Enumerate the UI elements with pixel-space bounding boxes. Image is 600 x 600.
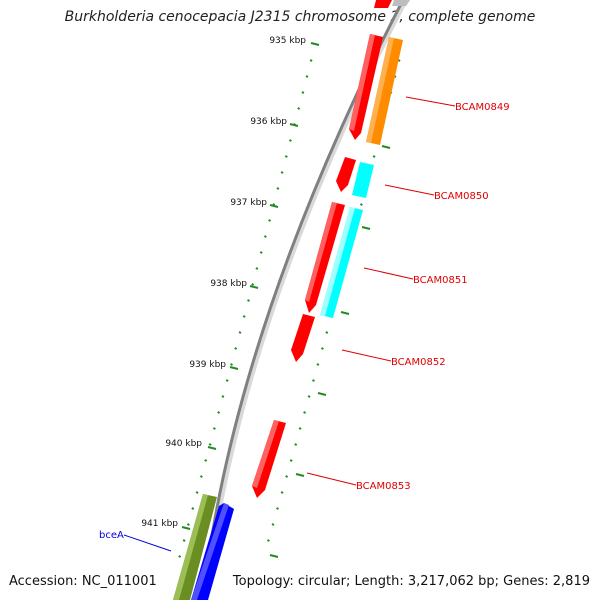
tick-dot <box>204 459 208 462</box>
tick-dot <box>186 523 190 526</box>
tick-dot <box>268 219 272 222</box>
tick-dot <box>178 555 182 558</box>
tick-dot <box>289 459 293 462</box>
tick-label: 940 kbp <box>165 439 202 449</box>
gene-label-bcam0853[interactable]: BCAM0853 <box>356 481 411 492</box>
cds-arrow[interactable] <box>252 420 286 498</box>
cds-arrow[interactable] <box>336 157 356 192</box>
tick-dot <box>303 411 307 414</box>
tick-dot <box>221 395 225 398</box>
cds-features <box>173 0 410 600</box>
tick-dot <box>307 395 311 398</box>
tick-dot <box>182 539 186 542</box>
tick-dot <box>288 139 292 142</box>
cds-arrow[interactable] <box>305 202 345 313</box>
tick-dot <box>312 379 315 382</box>
tick-dot <box>238 331 242 334</box>
tick-dot <box>276 507 279 510</box>
gene-label-bcam0852[interactable]: BCAM0852 <box>391 357 446 368</box>
tick-dot <box>280 491 284 494</box>
tick-dot <box>298 427 302 430</box>
tick-mark <box>269 204 279 208</box>
tick-dot <box>212 427 216 430</box>
tick-dot <box>272 203 276 206</box>
tick-mark <box>289 123 299 127</box>
tick-dot <box>191 507 195 510</box>
gene-label-bcam0850[interactable]: BCAM0850 <box>434 191 489 202</box>
tick-label: 938 kbp <box>210 279 247 289</box>
cds-arrow[interactable] <box>392 0 410 6</box>
tick-label: 935 kbp <box>269 36 306 46</box>
olive-feature-shade <box>173 494 208 600</box>
tick-dot <box>199 475 203 478</box>
accession-text: Accession: NC_011001 <box>9 574 157 589</box>
tick-dot <box>266 539 270 542</box>
tick-dot <box>276 187 280 190</box>
cyan-feature-shade <box>320 207 355 316</box>
tick-mark <box>310 42 320 46</box>
tick-mark <box>181 526 191 530</box>
gene-label-bcea[interactable]: bceA <box>99 530 124 541</box>
tick-dot <box>234 347 238 350</box>
cyan-feature[interactable] <box>352 162 374 198</box>
tick-dot <box>263 235 267 238</box>
cds-arrow-shade <box>252 420 279 488</box>
label-leaders <box>123 96 456 552</box>
tick-dot <box>247 299 250 302</box>
tick-mark <box>249 285 259 289</box>
tick-dot <box>309 59 313 62</box>
cds-arrow[interactable] <box>374 0 392 8</box>
map-title: Burkholderia cenocepacia J2315 chromosom… <box>64 9 536 25</box>
tick-dot <box>230 363 233 366</box>
tick-dot <box>284 155 288 158</box>
tick-dot <box>297 107 301 110</box>
tick-dot <box>305 75 309 78</box>
tick-label: 936 kbp <box>250 117 287 127</box>
tick-dot <box>372 155 376 158</box>
tick-label: 937 kbp <box>230 198 267 208</box>
tick-label: 939 kbp <box>189 360 226 370</box>
tick-dot <box>195 491 199 494</box>
tick-dot <box>208 443 212 446</box>
tick-dot <box>271 523 275 526</box>
tick-dot <box>217 411 221 414</box>
cds-arrow[interactable] <box>291 314 315 362</box>
orange-feature-shade <box>366 37 394 143</box>
gene-label-bcam0851[interactable]: BCAM0851 <box>413 275 468 286</box>
tick-dot <box>301 91 305 94</box>
tick-mark <box>207 446 217 450</box>
gene-label-bcam0849[interactable]: BCAM0849 <box>455 102 510 113</box>
tick-dot <box>325 331 329 334</box>
tick-dot <box>280 171 284 174</box>
cds-arrow-shade <box>349 34 375 131</box>
tick-dot <box>242 315 246 318</box>
tick-dot <box>251 283 255 286</box>
tick-dot <box>294 443 298 446</box>
topology-text: Topology: circular; Length: 3,217,062 bp… <box>232 574 590 589</box>
tick-dot <box>225 379 229 382</box>
cds-arrow-shade <box>305 202 337 302</box>
feature-track-ticks <box>269 145 391 558</box>
tick-dot <box>255 267 259 270</box>
tick-dot <box>259 251 263 254</box>
tick-dot <box>320 347 324 350</box>
tick-dot <box>359 203 363 206</box>
tick-dot <box>316 363 320 366</box>
blue-feature-shade <box>191 503 229 600</box>
tick-dot <box>285 475 289 478</box>
gene-labels: BCAM0849 BCAM0850 BCAM0851 BCAM0852 BCAM… <box>99 102 510 541</box>
kbp-ticks: 935 kbp 936 kbp 937 kbp 938 kbp 939 kbp … <box>141 36 320 530</box>
tick-label: 941 kbp <box>141 519 178 529</box>
tick-mark <box>229 366 239 370</box>
